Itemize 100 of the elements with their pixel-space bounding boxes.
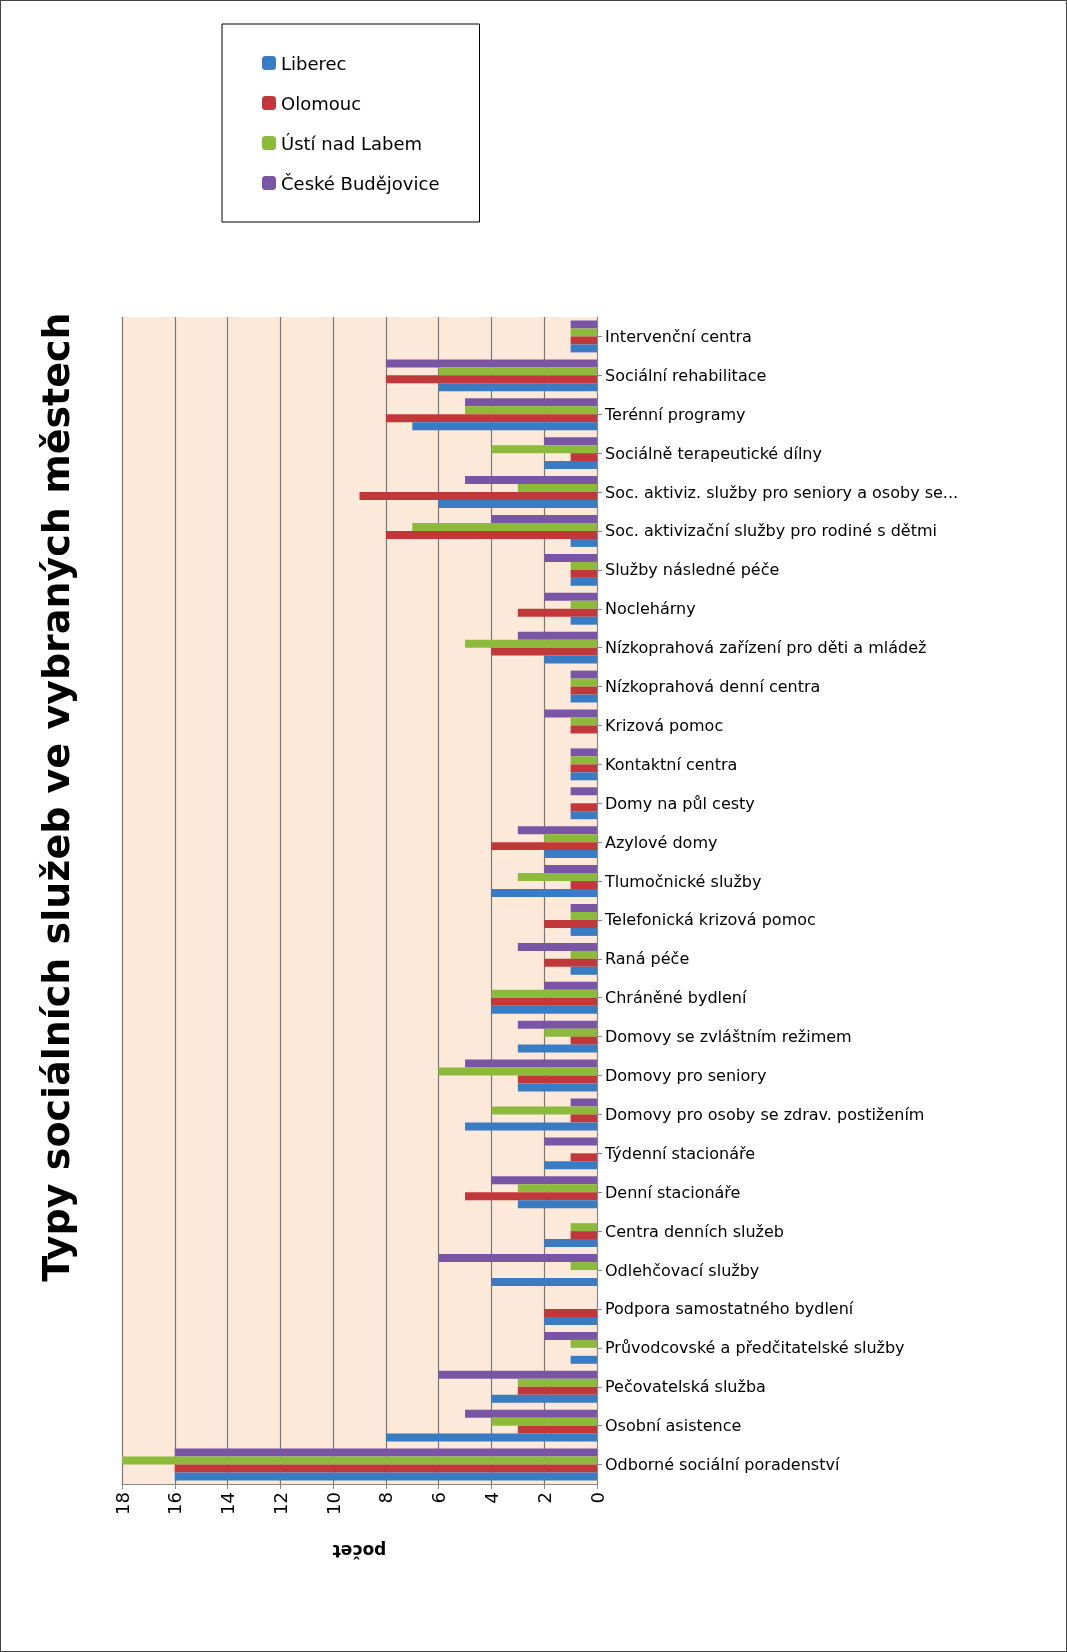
bar xyxy=(385,530,597,539)
bar xyxy=(465,1122,597,1131)
bar xyxy=(517,1200,597,1209)
bar xyxy=(517,1378,597,1387)
bar xyxy=(570,1153,597,1162)
bar xyxy=(570,881,597,890)
bar xyxy=(570,1262,597,1271)
bar xyxy=(517,484,597,493)
bar xyxy=(412,522,597,531)
y-tick-label: Chráněné bydlení xyxy=(605,988,747,1008)
bar xyxy=(122,1456,597,1465)
bar xyxy=(570,453,597,462)
bar xyxy=(570,904,597,912)
bar xyxy=(544,1239,597,1248)
bar xyxy=(544,1331,597,1340)
bar xyxy=(465,476,597,485)
y-tick-label: Podpora samostatného bydlení xyxy=(605,1299,854,1319)
y-tick-label: Terénní programy xyxy=(604,404,746,424)
bar xyxy=(517,1184,597,1193)
bar xyxy=(570,670,597,679)
bar xyxy=(517,631,597,640)
bar xyxy=(570,1036,597,1045)
bar xyxy=(517,608,597,617)
bar xyxy=(544,1137,597,1146)
bar xyxy=(570,328,597,337)
x-tick-label: 8 xyxy=(375,1492,397,1504)
bar xyxy=(570,966,597,975)
bar xyxy=(544,592,597,601)
bar xyxy=(438,1067,597,1076)
bar xyxy=(570,717,597,726)
bar xyxy=(517,942,597,951)
bar xyxy=(544,461,597,470)
bar xyxy=(491,889,597,897)
bar xyxy=(570,344,597,353)
bar xyxy=(570,1223,597,1232)
x-tick-label: 4 xyxy=(480,1492,502,1504)
bar xyxy=(517,1044,597,1053)
bar xyxy=(491,1005,597,1014)
bar xyxy=(465,1192,597,1201)
bar xyxy=(570,678,597,687)
bar xyxy=(465,639,597,648)
bar xyxy=(570,764,597,773)
bar xyxy=(570,787,597,796)
x-tick-label: 6 xyxy=(428,1492,450,1504)
bar xyxy=(491,515,597,523)
bar xyxy=(517,1020,597,1029)
bar xyxy=(491,1278,597,1286)
bar xyxy=(570,538,597,547)
bar xyxy=(385,359,597,368)
bar xyxy=(385,375,597,384)
bar xyxy=(570,950,597,959)
bar xyxy=(465,1059,597,1068)
legend-label: Ústí nad Labem xyxy=(281,132,423,154)
y-tick-label: Soc. aktivizační služby pro rodiné s dětmi xyxy=(605,521,937,541)
x-axis-title: počet xyxy=(332,1540,387,1561)
y-tick-label: Domovy pro osoby se zdrav. postižením xyxy=(605,1104,925,1124)
bar xyxy=(544,1161,597,1170)
y-tick-label: Odlehčovací služby xyxy=(605,1260,760,1280)
bar xyxy=(359,492,597,501)
bar xyxy=(465,1409,597,1418)
x-tick-label: 18 xyxy=(111,1492,133,1515)
bar xyxy=(570,1355,597,1364)
y-tick-label: Pečovatelská služba xyxy=(605,1377,766,1397)
y-tick-label: Telefonická krizová pomoc xyxy=(604,910,816,930)
bar xyxy=(570,725,597,734)
bar xyxy=(570,911,597,920)
y-tick-label: Denní stacionáře xyxy=(605,1182,741,1202)
x-tick-label: 0 xyxy=(586,1492,608,1504)
bar xyxy=(491,842,597,851)
bar xyxy=(570,686,597,695)
legend-label: Olomouc xyxy=(281,92,362,114)
bar xyxy=(412,422,597,431)
bar xyxy=(174,1464,597,1473)
bar xyxy=(438,383,597,392)
bar xyxy=(465,406,597,415)
bar xyxy=(570,600,597,609)
bar xyxy=(544,437,597,446)
y-tick-label: Azylové domy xyxy=(605,832,718,852)
bar xyxy=(491,1106,597,1115)
bar xyxy=(517,1425,597,1434)
bar xyxy=(544,553,597,562)
bar xyxy=(570,927,597,936)
y-tick-label: Sociálně terapeutické dílny xyxy=(605,443,822,463)
y-tick-label: Kontaktní centra xyxy=(605,754,738,774)
bar xyxy=(570,1231,597,1240)
y-tick-label: Týdenní stacionáře xyxy=(604,1143,756,1163)
y-tick-label: Domy na půl cesty xyxy=(605,793,755,813)
bar xyxy=(491,997,597,1006)
y-tick-label: Průvodcovské a předčitatelské služby xyxy=(605,1338,905,1358)
bar xyxy=(491,1417,597,1426)
bar xyxy=(517,1075,597,1084)
bar xyxy=(570,1339,597,1348)
bar xyxy=(570,336,597,345)
bar xyxy=(465,398,597,407)
y-tick-label: Domovy se zvláštním režimem xyxy=(605,1027,852,1047)
y-tick-label: Intervenční centra xyxy=(605,326,752,346)
y-tick-label: Tlumočnické služby xyxy=(604,871,762,891)
bar xyxy=(570,577,597,586)
x-tick-label: 10 xyxy=(322,1492,344,1515)
bar xyxy=(517,1386,597,1395)
